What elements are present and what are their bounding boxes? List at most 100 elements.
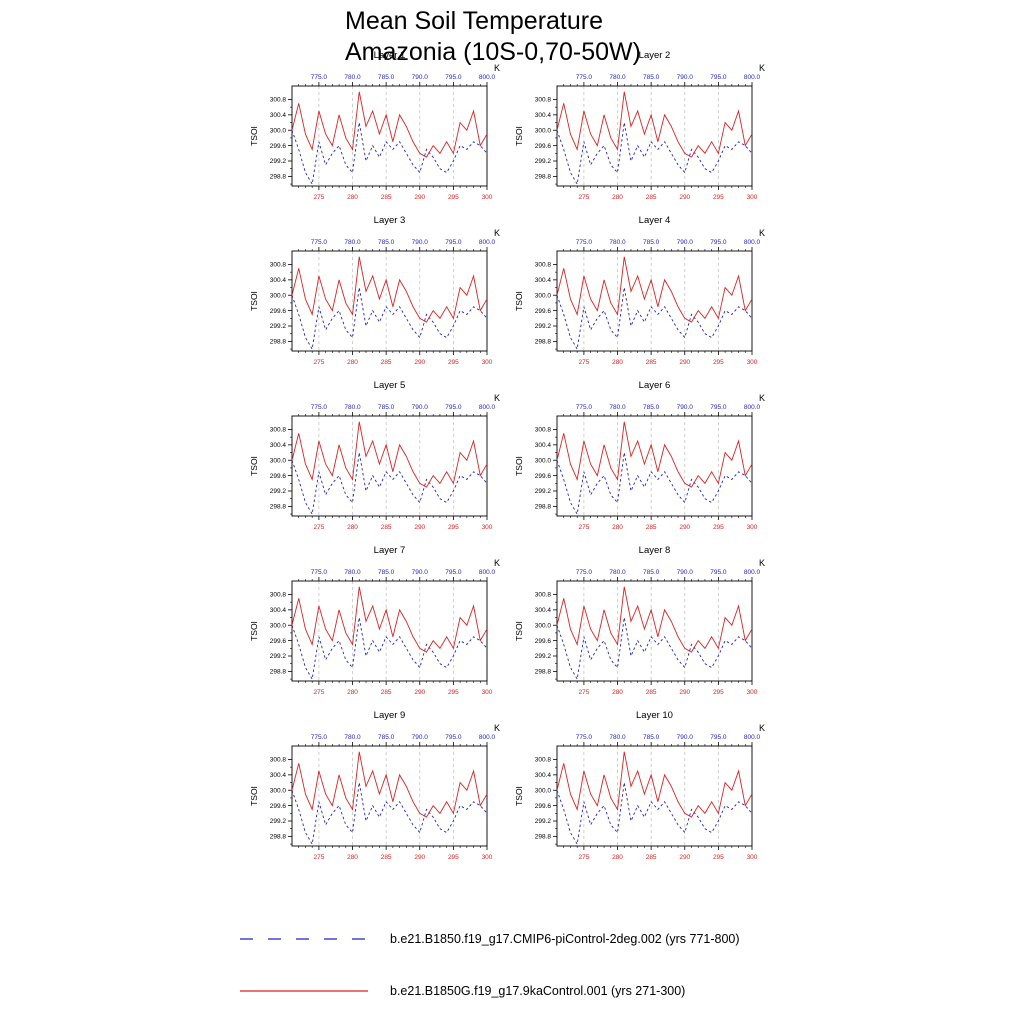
top-axis-label: 795.0 [710, 404, 727, 411]
bottom-axis-label: 290 [414, 359, 425, 366]
bottom-axis-label: 280 [347, 689, 358, 696]
bottom-axis-label: 275 [578, 524, 589, 531]
top-axis-label: 800.0 [744, 404, 761, 411]
unit-label: K [494, 228, 500, 238]
top-axis-label: 795.0 [710, 569, 727, 576]
bottom-axis-label: 290 [679, 524, 690, 531]
y-axis-label: 298.8 [535, 669, 552, 676]
bottom-axis-label: 280 [612, 524, 623, 531]
y-axis-label: 300.8 [270, 757, 287, 764]
top-axis-label: 790.0 [412, 404, 429, 411]
bottom-axis-label: 295 [713, 194, 724, 201]
y-axis-label: 299.6 [535, 638, 552, 645]
y-axis-label: 298.8 [270, 339, 287, 346]
bottom-axis-label: 290 [414, 524, 425, 531]
y-axis-label: 300.0 [270, 127, 287, 134]
plot-frame [556, 580, 753, 682]
y-axis-label: 299.2 [535, 158, 552, 165]
bottom-axis-label: 290 [414, 854, 425, 861]
plot-frame [556, 415, 753, 517]
y-axis-label: 300.4 [270, 277, 287, 284]
bottom-axis-label: 285 [646, 524, 657, 531]
y-axis-label: 300.8 [270, 262, 287, 269]
layer-panel-1: Layer 1 K 775.0 780.0 785.0 790.0 795.0 800.0 27… [242, 46, 507, 211]
y-axis-label: 299.2 [535, 323, 552, 330]
bottom-axis-label: 290 [679, 854, 690, 861]
series-9kacontrol-line [556, 91, 753, 158]
series-picontrol-line [291, 617, 488, 681]
y-axis-label: 300.8 [270, 97, 287, 104]
unit-label: K [759, 63, 765, 73]
y-axis-label: 300.8 [535, 592, 552, 599]
bottom-axis-label: 295 [713, 689, 724, 696]
title-line-1: Mean Soil Temperature [345, 7, 604, 35]
top-axis-label: 790.0 [677, 404, 694, 411]
top-axis-label: 800.0 [744, 734, 761, 741]
top-axis-label: 785.0 [378, 74, 395, 81]
y-axis-label: 300.4 [535, 772, 552, 779]
layer-panel-2: Layer 2 K 775.0 780.0 785.0 790.0 795.0 800.0 27… [507, 46, 772, 211]
layer-panel-svg: Layer 8 K 775.0 780.0 785.0 790.0 795.0 800.0 27… [514, 545, 765, 696]
y-axis-label: 299.6 [535, 308, 552, 315]
unit-label: K [494, 63, 500, 73]
top-axis-label: 775.0 [311, 239, 328, 246]
plot-frame [556, 250, 753, 352]
y-axis-title: TSOI [249, 621, 259, 641]
y-axis-title: TSOI [514, 456, 524, 476]
y-axis-label: 300.8 [535, 427, 552, 434]
bottom-axis-label: 295 [713, 854, 724, 861]
y-axis-label: 300.0 [270, 457, 287, 464]
bottom-axis-label: 295 [448, 359, 459, 366]
top-axis-label: 790.0 [677, 74, 694, 81]
top-axis-label: 780.0 [344, 569, 361, 576]
bottom-axis-label: 275 [313, 689, 324, 696]
y-axis-title: TSOI [514, 621, 524, 641]
layer-panel-svg: Layer 10 K 775.0 780.0 785.0 790.0 795.0 800.0 2… [514, 710, 765, 861]
bottom-axis-label: 295 [713, 359, 724, 366]
y-axis-label: 299.2 [270, 653, 287, 660]
y-axis-label: 298.8 [270, 504, 287, 511]
layer-panel-svg: Layer 7 K 775.0 780.0 785.0 790.0 795.0 800.0 27… [249, 545, 500, 696]
bottom-axis-label: 275 [313, 854, 324, 861]
y-axis-label: 300.0 [535, 292, 552, 299]
bottom-axis-label: 295 [448, 524, 459, 531]
y-axis-label: 300.8 [270, 592, 287, 599]
bottom-axis-label: 280 [612, 359, 623, 366]
y-axis-label: 300.8 [270, 427, 287, 434]
top-axis-label: 795.0 [445, 404, 462, 411]
y-axis-label: 300.0 [535, 622, 552, 629]
unit-label: K [759, 228, 765, 238]
top-axis-label: 800.0 [744, 569, 761, 576]
bottom-axis-label: 285 [381, 854, 392, 861]
series-9kacontrol-line [556, 256, 753, 323]
y-axis-label: 300.8 [535, 262, 552, 269]
top-axis-label: 800.0 [479, 569, 496, 576]
y-axis-label: 299.2 [270, 323, 287, 330]
bottom-axis-label: 275 [578, 854, 589, 861]
bottom-axis-label: 285 [381, 194, 392, 201]
top-axis-label: 790.0 [412, 74, 429, 81]
y-axis-label: 299.2 [535, 818, 552, 825]
top-axis-label: 795.0 [710, 734, 727, 741]
series-9kacontrol-line [556, 421, 753, 488]
y-axis-title: TSOI [514, 126, 524, 146]
bottom-axis-label: 290 [679, 194, 690, 201]
y-axis-label: 300.4 [535, 442, 552, 449]
y-axis-label: 298.8 [270, 669, 287, 676]
top-axis-label: 780.0 [344, 239, 361, 246]
series-9kacontrol-line [291, 91, 488, 158]
bottom-axis-label: 295 [448, 194, 459, 201]
bottom-axis-label: 300 [747, 524, 758, 531]
y-axis-label: 300.4 [270, 607, 287, 614]
bottom-axis-label: 280 [347, 194, 358, 201]
y-axis-label: 298.8 [535, 834, 552, 841]
y-axis-title: TSOI [249, 126, 259, 146]
unit-label: K [494, 393, 500, 403]
top-axis-label: 795.0 [710, 239, 727, 246]
y-axis-label: 298.8 [270, 174, 287, 181]
panel-title: Layer 8 [639, 545, 671, 556]
layer-panel-7: Layer 7 K 775.0 780.0 785.0 790.0 795.0 800.0 27… [242, 541, 507, 706]
top-axis-label: 775.0 [576, 239, 593, 246]
page-title: Mean Soil Temperature Amazonia (10S-0,70… [345, 6, 641, 67]
layer-panel-4: Layer 4 K 775.0 780.0 785.0 790.0 795.0 800.0 27… [507, 211, 772, 376]
